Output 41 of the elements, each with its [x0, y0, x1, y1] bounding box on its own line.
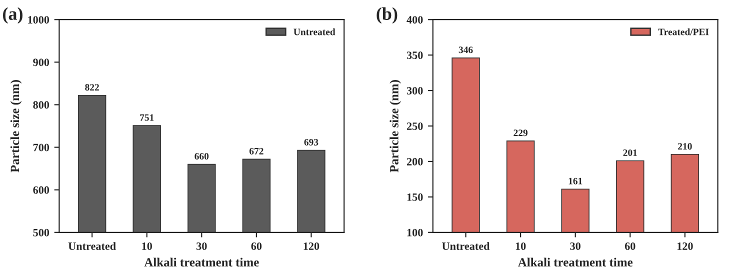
y-tick-label: 350: [406, 52, 423, 60]
x-tick-label: Untreated: [68, 242, 116, 250]
legend-label: Untreated: [294, 28, 336, 36]
y-tick-label: 600: [33, 186, 50, 194]
x-tick-label: Untreated: [442, 242, 490, 250]
data-label: 229: [514, 130, 528, 136]
y-tick-label: 1000: [28, 16, 50, 24]
y-tick-label: 300: [406, 87, 423, 94]
y-tick-label: 500: [33, 228, 50, 236]
y-tick-label: 150: [407, 193, 423, 201]
data-label: 822: [85, 84, 99, 91]
data-label: 201: [623, 149, 637, 156]
y-tick-label: 200: [406, 158, 423, 166]
x-tick-label: 30: [570, 242, 580, 250]
y-tick-label: 900: [33, 58, 50, 66]
y-tick-label: 100: [407, 228, 423, 236]
x-tick-label: 60: [624, 242, 636, 250]
x-tick-label: 10: [142, 242, 152, 250]
data-label: 161: [568, 178, 582, 184]
y-tick-label: 250: [406, 122, 423, 130]
chart-title: (b): [376, 7, 398, 24]
chart-title: (a): [3, 7, 22, 24]
y-axis-title: Particle size (nm): [390, 80, 401, 172]
data-label: 672: [249, 148, 264, 154]
data-label: 693: [304, 138, 318, 146]
y-tick-label: 400: [406, 16, 423, 24]
y-tick-label: 700: [33, 144, 50, 152]
x-tick-label: 10: [516, 242, 526, 250]
legend-label: Treated/PEI: [658, 28, 709, 36]
data-label: 751: [140, 114, 154, 121]
x-tick-label: 60: [251, 242, 262, 250]
data-label: 210: [678, 143, 692, 150]
x-tick-label: 30: [196, 242, 207, 250]
data-label: 660: [194, 152, 209, 160]
x-tick-label: 120: [304, 242, 320, 250]
y-tick-label: 800: [33, 101, 50, 109]
data-label: 346: [458, 46, 473, 54]
x-axis-title: Alkali treatment time: [144, 258, 259, 267]
y-axis-title: Particle size (nm): [10, 80, 22, 172]
x-axis-title: Alkali treatment time: [518, 258, 633, 267]
x-tick-label: 120: [677, 242, 693, 250]
